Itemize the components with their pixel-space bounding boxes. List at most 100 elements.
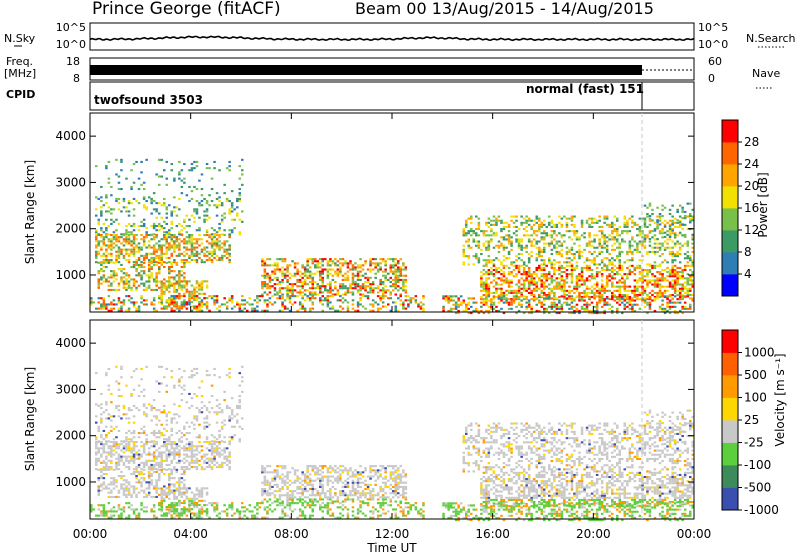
power-cell [671,259,674,262]
power-cell [643,297,647,300]
power-cell [573,299,576,302]
power-cell [628,298,632,301]
power-cell [354,262,357,265]
power-cell [663,248,667,251]
power-cell [321,283,325,286]
power-cell [502,255,506,258]
power-cell [301,295,304,298]
velocity-cell [190,397,194,400]
power-cell [183,276,186,279]
power-cell [673,225,677,228]
power-cell [208,259,211,262]
velocity-cell [215,451,219,454]
power-cell [175,280,179,283]
power-cell [173,288,176,291]
power-cell [535,221,539,224]
power-cell [170,254,174,257]
power-cell [132,254,136,257]
velocity-cell [117,457,121,460]
power-cell [497,295,501,298]
power-cell [492,259,496,262]
power-cell [422,309,425,312]
power-cell [188,169,191,172]
power-cell [575,295,579,298]
power-cell [595,221,599,224]
power-cell [570,269,574,272]
power-cell [683,264,687,267]
power-cell [651,299,654,302]
power-cell [185,282,189,285]
velocity-cell [122,407,126,410]
power-cell [540,281,544,284]
power-cell [137,309,141,312]
power-cell [127,231,131,234]
power-cell [605,236,609,239]
power-cell [641,271,644,274]
power-cell [218,236,221,239]
power-cell [633,291,637,294]
power-cell [130,202,133,205]
power-cell [200,261,204,264]
power-cell [188,242,191,245]
power-cell [102,299,106,302]
power-cell [190,238,194,241]
power-cell [296,262,299,265]
velocity-cell [110,451,113,454]
power-cell [676,255,679,258]
velocity-cell [200,466,204,469]
power-cell [200,250,204,253]
power-cell [636,244,639,247]
power-cell [485,289,488,292]
power-cell [100,254,103,257]
power-cell [583,232,586,235]
power-cell [490,259,493,262]
velocity-cell [115,443,118,446]
power-cell [470,221,473,224]
power-cell [195,246,199,249]
velocity-cell [95,445,98,448]
power-cell [298,270,302,273]
power-cell [555,283,559,286]
power-cell [548,271,551,274]
velocity-cell [180,459,184,462]
power-cell [281,297,284,300]
velocity-cell [120,470,123,473]
velocity-cell [132,470,136,473]
power-cell [668,250,672,253]
velocity-cell [185,432,189,435]
power-cell [686,261,690,264]
power-cell [130,288,133,291]
power-cell [115,303,118,306]
velocity-cell [147,466,151,469]
velocity-cell [158,419,161,422]
power-cell [623,215,627,218]
power-cell [311,301,315,304]
velocity-cell [97,459,101,462]
power-cell [555,307,559,310]
power-cell [331,274,335,277]
power-cell [163,261,166,264]
power-cell [543,303,546,306]
velocity-cell [102,459,106,462]
power-cell [671,261,674,264]
power-cell [110,238,113,241]
power-cell [112,303,116,306]
power-cell [402,278,405,281]
power-cell [500,244,503,247]
power-cell [387,297,390,300]
power-cell [515,298,518,301]
power-cell [527,291,531,294]
velocity-cell [102,449,106,452]
power-cell [530,281,533,284]
power-cell [170,240,174,243]
power-cell [636,279,639,282]
power-cell [525,275,528,278]
power-cell [661,244,664,247]
power-cell [288,289,292,292]
power-cell [482,312,486,315]
power-cell [409,297,413,300]
power-cell [346,274,350,277]
power-cell [633,266,637,269]
power-cell [266,276,269,279]
power-cell [117,208,121,211]
